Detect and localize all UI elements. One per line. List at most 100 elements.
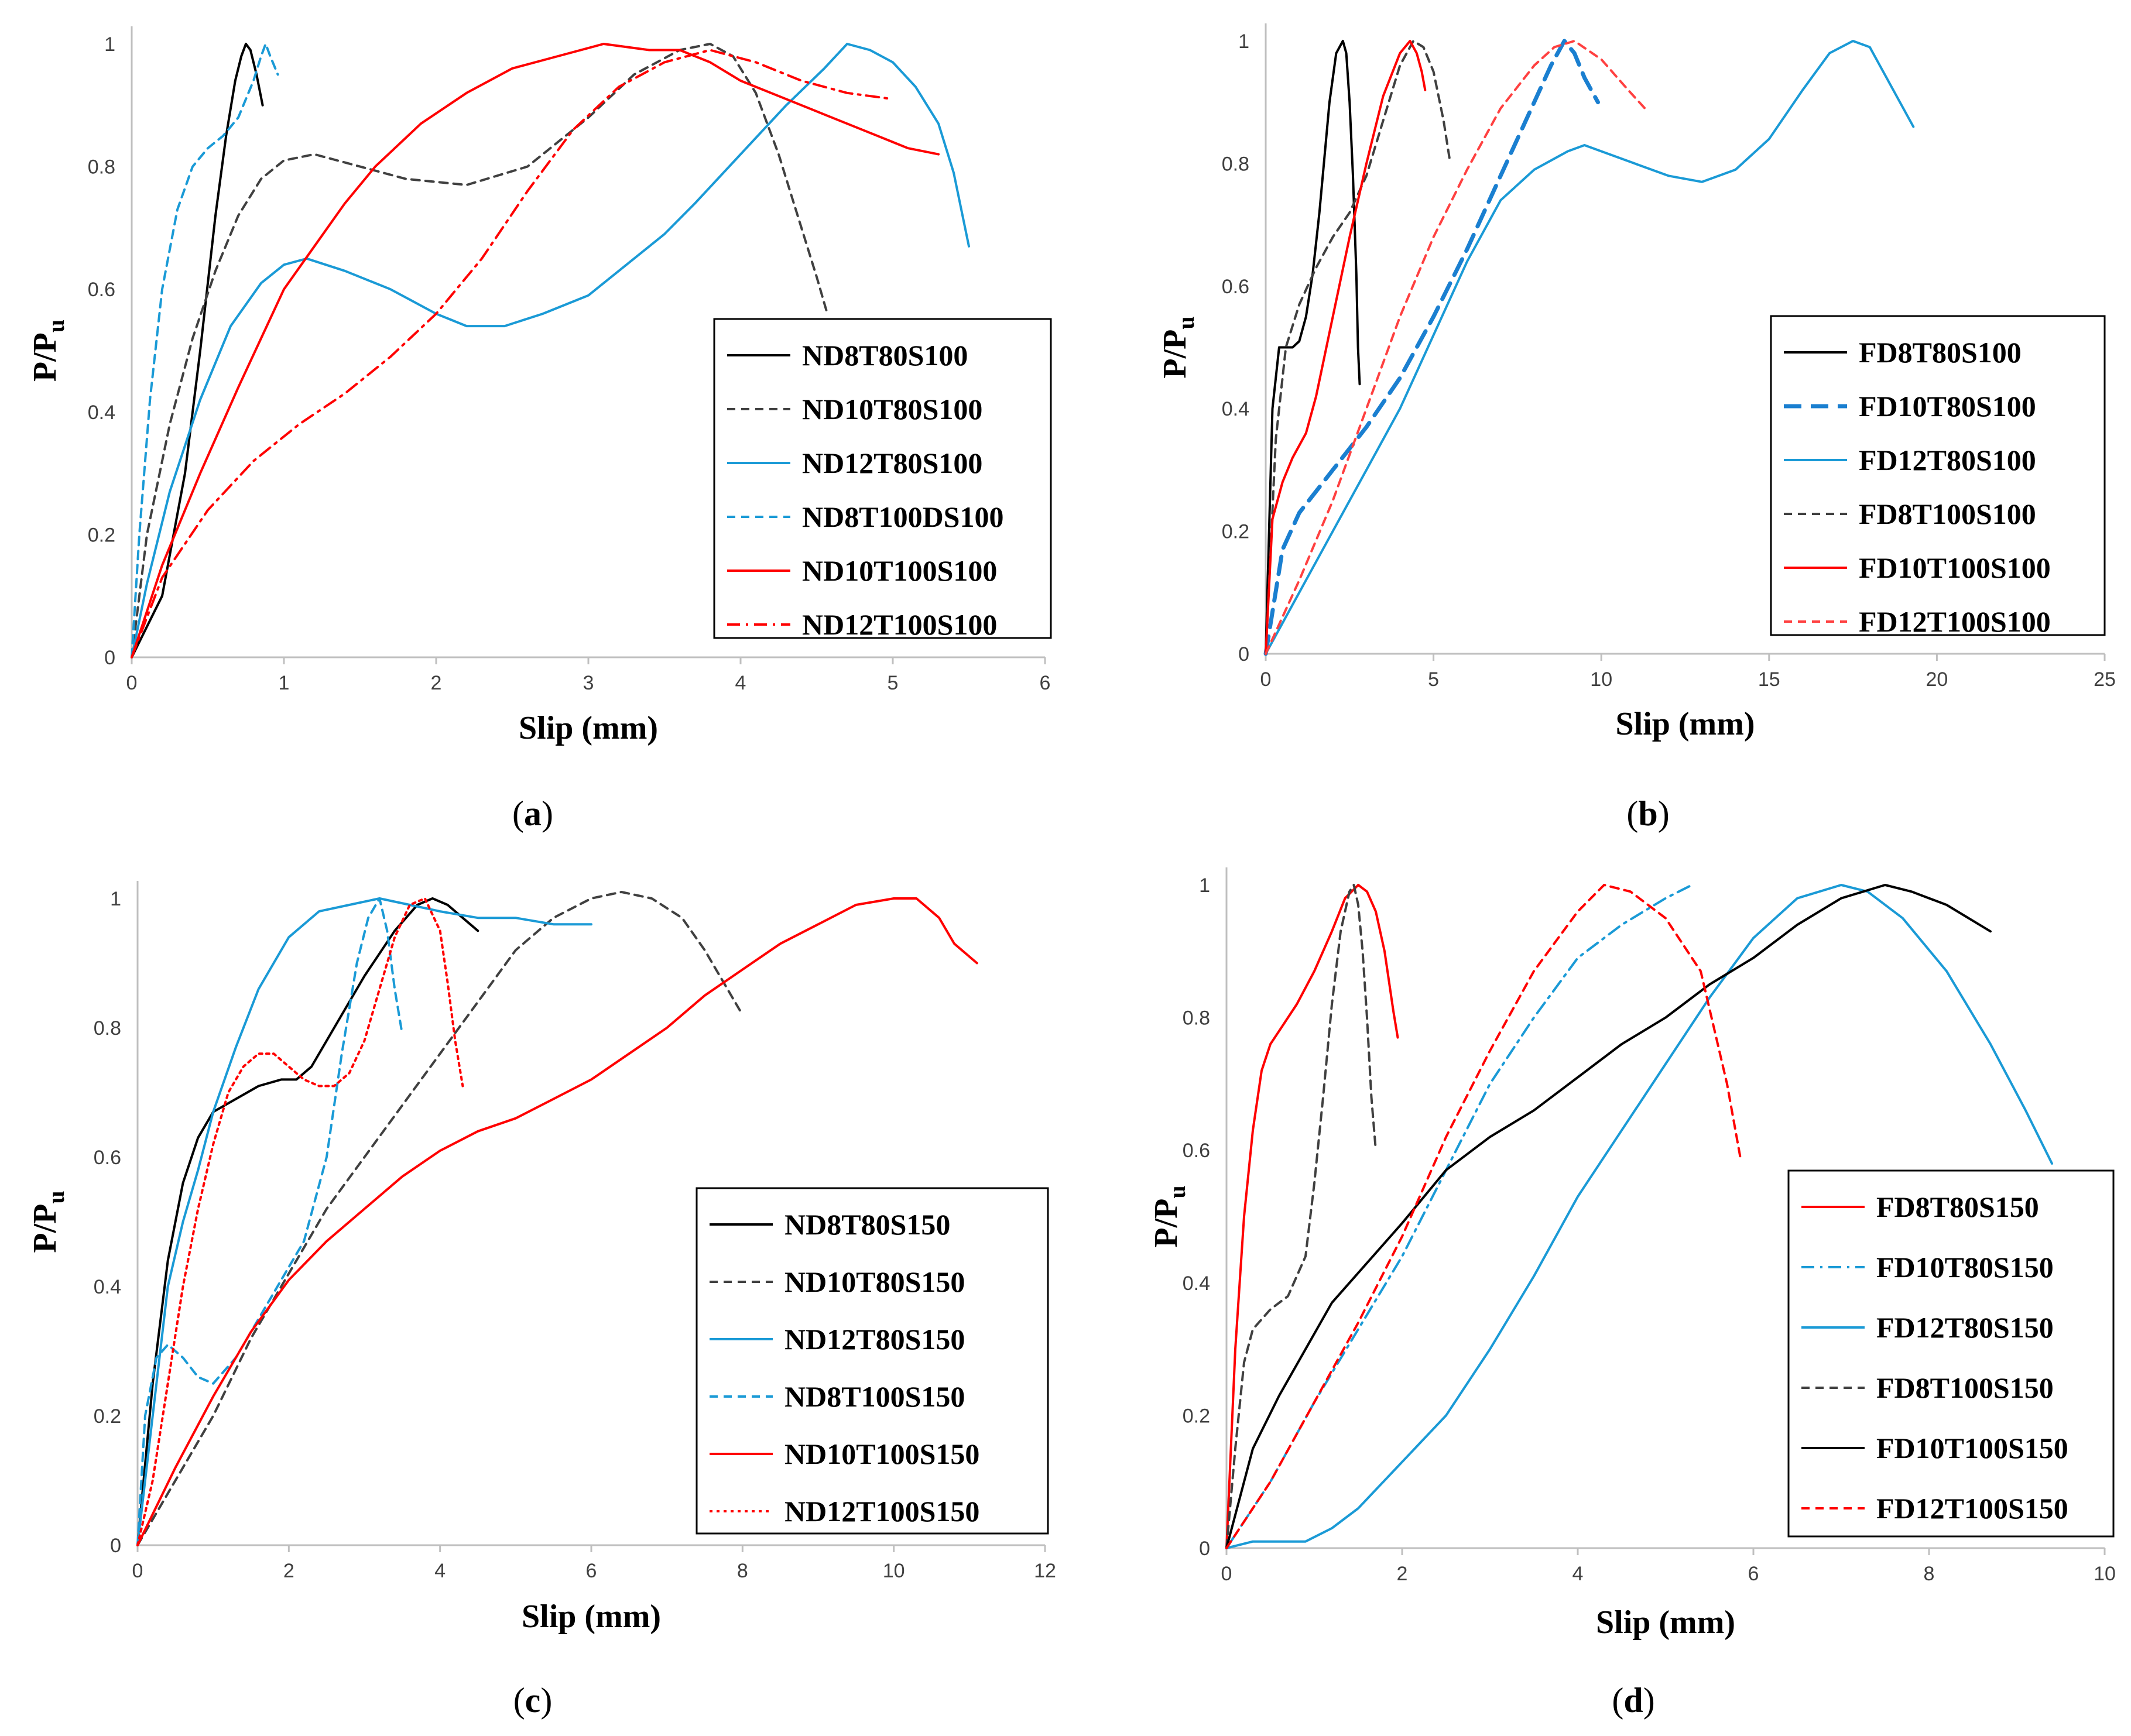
x-tick-label: 20 [1926,668,1948,691]
legend-label: ND8T80S100 [802,339,968,372]
legend-label: FD8T100S100 [1859,498,2036,530]
legend-label: FD10T80S100 [1859,390,2036,423]
y-tick-label: 0 [1238,643,1249,665]
y-tick-label: 1 [104,33,115,56]
series-line-fd8t80s100 [1265,40,1361,655]
x-tick-label: 1 [279,672,290,694]
panel-caption: (c) [513,1681,553,1720]
legend-label: FD12T80S150 [1876,1311,2054,1344]
legend-label: ND10T100S150 [784,1437,979,1470]
x-tick-label: 0 [132,1560,143,1582]
y-tick-label: 0.8 [1183,1007,1210,1030]
x-tick-label: 2 [1397,1563,1408,1585]
x-tick-label: 0 [126,672,138,694]
y-tick-label: 0.8 [94,1017,121,1039]
series-line-fd12t80s100 [1265,40,1915,655]
y-axis-title: P/Pu [1148,1185,1190,1247]
panel-caption: (d) [1612,1681,1654,1720]
legend-label: ND10T80S100 [802,393,982,426]
x-tick-label: 25 [2094,668,2116,691]
x-axis-title: Slip (mm) [1596,1604,1735,1641]
legend-label: ND12T100S150 [784,1495,979,1528]
legend-label: FD10T80S150 [1876,1251,2054,1284]
y-tick-label: 0 [1199,1538,1210,1560]
y-tick-label: 0.6 [88,279,115,301]
series-line-nd12t100s150 [136,897,464,1546]
x-tick-label: 2 [283,1560,294,1582]
legend-label: FD8T100S150 [1876,1371,2054,1404]
series-line-fd10t80s100 [1263,39,1600,656]
legend-label: ND12T80S100 [802,447,982,479]
series-line-fd12t80s150 [1225,884,2053,1549]
x-tick-label: 4 [735,672,746,694]
series-line-nd10t100s100 [131,43,940,658]
y-axis-title: P/Pu [1157,316,1199,378]
y-tick-label: 0.6 [1222,276,1249,298]
legend: ND8T80S150 ND10T80S150 ND12T80S150 ND8T100S… [696,1187,1049,1535]
x-tick-label: 6 [1040,672,1051,694]
series-line-nd12t80s150 [136,897,592,1546]
series-line-fd12t100s150 [1225,884,1742,1549]
x-tick-label: 2 [431,672,442,694]
chart-panel-d: 0 2 4 6 8 10 0 0.2 0.4 0.6 0.8 1 Slip (mm) P/Pu FD8T80… [1148,867,2116,1720]
legend-label: FD10T100S150 [1876,1432,2068,1464]
x-tick-label: 0 [1260,668,1272,691]
x-axis-title: Slip (mm) [522,1598,661,1635]
y-tick-label: 1 [1199,874,1210,897]
series-line-nd8t100s150 [136,897,404,1546]
legend-label: FD8T80S100 [1859,336,2022,369]
x-tick-label: 10 [1590,668,1612,691]
panel-caption: (b) [1626,794,1669,833]
series-line-nd8t100ds100 [131,43,279,658]
legend-box [713,318,1052,639]
y-tick-label: 0.4 [1222,398,1249,420]
y-tick-label: 0.2 [1222,521,1249,543]
series-line-nd10t80s150 [136,891,744,1546]
legend-label: ND12T80S150 [784,1323,965,1356]
x-tick-label: 15 [1758,668,1780,691]
series-line-fd8t100s100 [1265,40,1452,655]
y-tick-label: 0.2 [88,524,115,546]
x-tick-label: 8 [1924,1563,1935,1585]
y-tick-label: 0.2 [1183,1405,1210,1427]
legend-label: ND10T100S100 [802,554,997,587]
legend: FD8T80S150 FD10T80S150 FD12T80S150 FD8T100S… [1787,1169,2115,1538]
series-line-fd10t100s100 [1265,40,1427,655]
legend-label: FD10T100S100 [1859,551,2051,584]
legend-label: ND10T80S150 [784,1265,965,1298]
chart-panel-a: 0 1 2 3 4 5 6 0 0.2 0.4 0.6 0.8 1 Slip (mm) P/Pu ND8T80… [27,26,1052,833]
y-tick-label: 1 [110,888,121,910]
legend-box [1787,1169,2115,1538]
series-line-nd12t80s100 [131,43,970,658]
y-axis-title: P/Pu [27,1191,69,1253]
legend: ND8T80S100 ND10T80S100 ND12T80S100 ND8T100D… [713,318,1052,641]
legend-label: FD12T100S100 [1859,605,2051,638]
series-line-nd10t80s100 [131,43,829,658]
y-tick-label: 0.8 [1222,153,1249,175]
legend-label: FD12T100S150 [1876,1492,2068,1525]
x-tick-label: 8 [737,1560,748,1582]
y-tick-label: 1 [1238,30,1249,53]
x-tick-label: 3 [583,672,594,694]
x-tick-label: 6 [1748,1563,1759,1585]
y-tick-label: 0.4 [94,1276,121,1298]
series-line-fd8t80s150 [1225,884,1399,1549]
legend-box [696,1187,1049,1535]
series-line-fd8t100s150 [1225,884,1377,1549]
series-line-fd10t80s150 [1225,884,1693,1549]
legend: FD8T80S100 FD10T80S100 FD12T80S100 FD8T100S… [1770,315,2106,638]
x-axis-title: Slip (mm) [519,710,658,746]
legend-label: FD8T80S150 [1876,1191,2039,1223]
legend-box [1770,315,2106,636]
legend-label: ND8T80S150 [784,1208,950,1241]
x-tick-label: 10 [2094,1563,2116,1585]
series-line-fd10t100s150 [1225,884,1992,1549]
y-tick-label: 0.8 [88,156,115,179]
x-tick-label: 4 [1572,1563,1584,1585]
y-tick-label: 0.4 [88,402,115,424]
series-line-nd8t80s150 [136,897,479,1546]
panel-caption: (a) [512,794,553,833]
legend-label: FD12T80S100 [1859,444,2036,476]
legend-label: ND8T100DS100 [802,500,1003,533]
